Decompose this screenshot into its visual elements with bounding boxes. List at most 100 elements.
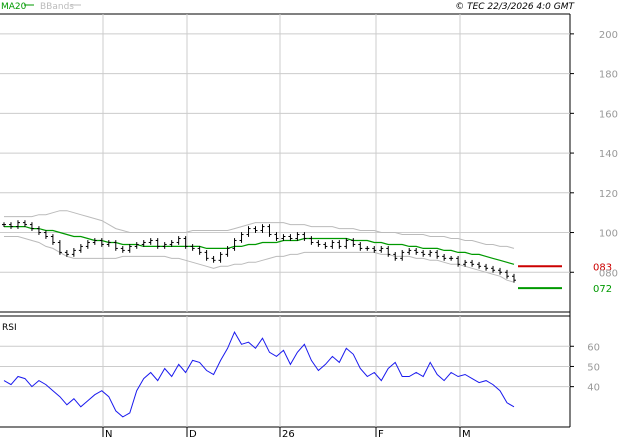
price-bar (400, 250, 405, 261)
axis-layer: 080 100 120 140 160 180 200 40 50 60 N D 26 F M (102, 30, 618, 440)
rsi-title: RSI (2, 323, 17, 333)
price-bar (148, 238, 153, 245)
price-bar (99, 238, 104, 247)
price-bar (239, 232, 244, 243)
price-bar (428, 250, 433, 257)
price-bar (288, 234, 293, 241)
price-bar (64, 250, 69, 257)
level-label: 083 (593, 262, 612, 273)
price-bar (435, 250, 440, 259)
price-bar (316, 240, 321, 247)
price-bar (134, 242, 139, 249)
rsi-y-tick-label: 50 (587, 362, 600, 373)
price-bar (22, 220, 27, 227)
ma20-line (4, 226, 515, 265)
price-bar (491, 265, 496, 273)
price-y-tick-label: 080 (599, 268, 618, 279)
ma-layer (4, 226, 515, 265)
x-tick-label: 26 (282, 429, 295, 440)
price-bar (386, 246, 391, 257)
price-y-tick-label: 120 (599, 189, 618, 200)
price-bar (358, 242, 363, 251)
price-bar (379, 246, 384, 253)
price-bar (449, 255, 454, 261)
price-bar (442, 253, 447, 261)
price-bar (113, 240, 118, 251)
price-bar (85, 240, 90, 249)
price-bar (337, 240, 342, 249)
price-bar (141, 240, 146, 247)
price-bar (260, 224, 265, 233)
price-bar (120, 246, 125, 253)
price-bars-layer (2, 220, 516, 283)
rsi-line (3, 330, 515, 418)
price-bar (246, 226, 251, 237)
x-tick-label: D (189, 429, 197, 440)
price-bar (211, 255, 216, 263)
price-bar (169, 240, 174, 247)
bbands-layer (4, 210, 515, 283)
price-bar (414, 248, 419, 255)
price-bar (8, 222, 13, 229)
price-bar (127, 244, 132, 253)
legend-ma-label: MA20 (1, 2, 27, 12)
price-bar (218, 252, 223, 263)
price-y-tick-label: 160 (599, 109, 618, 120)
grid-layer (0, 14, 570, 427)
rsi-y-tick-label: 60 (587, 342, 600, 353)
price-bar (176, 236, 181, 245)
price-bar (505, 269, 510, 279)
price-bar (323, 242, 328, 249)
x-tick-label: F (378, 429, 384, 440)
price-bar (50, 234, 55, 245)
price-bar (421, 250, 426, 257)
price-bar (477, 261, 482, 269)
price-bar (190, 244, 195, 251)
price-bar (92, 238, 97, 245)
price-bar (15, 220, 20, 229)
rsi-y-tick-label: 40 (587, 383, 600, 394)
price-bar (456, 255, 461, 267)
bbands-upper-line (4, 210, 515, 249)
price-bar (2, 222, 6, 227)
price-bar (267, 224, 272, 237)
price-bar (498, 267, 503, 275)
rsi-layer (3, 330, 515, 418)
legend-bbands-label: BBands (40, 2, 74, 12)
x-tick-label: M (462, 429, 471, 440)
price-bar (106, 240, 111, 247)
price-bar (29, 222, 34, 231)
price-bar (372, 246, 377, 253)
price-bar (470, 259, 475, 267)
price-bar (365, 246, 370, 251)
price-bar (225, 246, 230, 257)
price-bar (295, 232, 300, 241)
price-bar (204, 250, 209, 261)
price-bar (197, 246, 202, 255)
price-bar (43, 230, 48, 239)
price-bar (183, 236, 188, 249)
price-bar (232, 238, 237, 251)
price-bar (484, 263, 489, 271)
price-y-tick-label: 140 (599, 149, 618, 160)
price-bar (393, 252, 398, 261)
price-y-tick-label: 180 (599, 70, 618, 81)
price-bar (57, 240, 62, 255)
price-y-tick-label: 200 (599, 30, 618, 41)
levels-layer: 083 072 (518, 262, 612, 295)
price-bar (463, 259, 468, 267)
level-label: 072 (593, 284, 612, 295)
price-bar (344, 238, 349, 249)
price-bar (281, 234, 286, 241)
bbands-lower-line (4, 236, 515, 283)
price-y-tick-label: 100 (599, 229, 618, 240)
price-bar (302, 232, 307, 241)
price-bar (274, 232, 279, 241)
copyright-label: © TEC 22/3/2026 4:0 GMT (455, 2, 575, 12)
price-bar (36, 226, 41, 235)
price-bar (78, 244, 83, 253)
price-bar (155, 238, 160, 249)
price-bar (162, 242, 167, 249)
